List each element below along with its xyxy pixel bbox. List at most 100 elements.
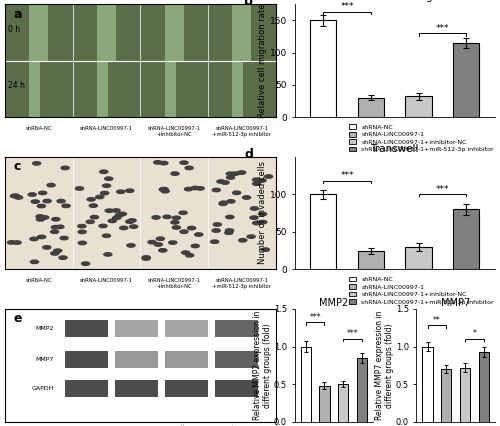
Text: ***: ***: [436, 24, 449, 33]
Text: e: e: [13, 312, 22, 325]
Circle shape: [38, 191, 47, 195]
Bar: [453, 209, 479, 269]
Text: shRNA-NC: shRNA-NC: [82, 424, 86, 426]
Title: MMP2: MMP2: [319, 298, 348, 308]
Circle shape: [226, 229, 234, 232]
Bar: [30, 60, 40, 117]
Circle shape: [87, 198, 95, 201]
Bar: [164, 320, 208, 337]
Circle shape: [112, 216, 120, 219]
Circle shape: [8, 241, 16, 244]
Bar: [97, 60, 108, 117]
Bar: [64, 351, 108, 368]
Circle shape: [184, 187, 192, 191]
Bar: [64, 380, 108, 397]
Circle shape: [142, 257, 150, 260]
Circle shape: [116, 190, 125, 193]
Bar: [164, 380, 208, 397]
Circle shape: [168, 241, 177, 244]
Circle shape: [54, 249, 62, 252]
Text: shRNA-LINC00997-1
+inhibitor-NC: shRNA-LINC00997-1 +inhibitor-NC: [148, 126, 201, 137]
Circle shape: [212, 229, 220, 232]
Circle shape: [154, 243, 162, 246]
Circle shape: [210, 240, 218, 243]
Circle shape: [220, 201, 228, 204]
Circle shape: [105, 209, 114, 213]
Circle shape: [12, 194, 20, 197]
Circle shape: [47, 184, 55, 187]
Y-axis label: Relative MMP2 expression in
different groups (fold): Relative MMP2 expression in different gr…: [253, 311, 272, 420]
Text: a: a: [13, 8, 22, 20]
Bar: [300, 346, 311, 422]
Text: shRNA-LINC00997-1 +miR-512-3p inhibitor: shRNA-LINC00997-1 +miR-512-3p inhibitor: [232, 424, 236, 426]
Circle shape: [127, 244, 135, 247]
Bar: [453, 43, 479, 117]
Circle shape: [130, 225, 138, 228]
Bar: [64, 320, 108, 337]
Circle shape: [250, 207, 258, 210]
Circle shape: [242, 196, 250, 199]
Circle shape: [90, 216, 98, 219]
Text: ***: ***: [436, 184, 449, 194]
Circle shape: [258, 212, 266, 216]
Circle shape: [231, 172, 239, 176]
Circle shape: [252, 178, 260, 181]
Circle shape: [61, 166, 69, 170]
Circle shape: [118, 212, 126, 216]
Bar: [232, 4, 252, 60]
Circle shape: [120, 226, 128, 230]
Circle shape: [142, 256, 150, 259]
Circle shape: [50, 230, 58, 233]
Text: MMP7: MMP7: [36, 357, 54, 362]
Circle shape: [172, 216, 180, 219]
Circle shape: [31, 200, 40, 203]
Circle shape: [10, 194, 18, 198]
Circle shape: [14, 196, 22, 199]
Circle shape: [171, 172, 179, 176]
Circle shape: [59, 256, 67, 259]
Circle shape: [76, 187, 84, 190]
Text: ***: ***: [310, 313, 321, 322]
Circle shape: [50, 252, 59, 255]
Circle shape: [180, 161, 188, 164]
Text: *: *: [472, 329, 476, 338]
Bar: [114, 380, 158, 397]
Text: shRNA-LINC00997-1: shRNA-LINC00997-1: [132, 424, 136, 426]
Title: MMP7: MMP7: [441, 298, 470, 308]
Text: shRNA-NC: shRNA-NC: [26, 279, 52, 283]
Y-axis label: Relative cell migration rate: Relative cell migration rate: [258, 3, 267, 118]
Circle shape: [194, 233, 203, 236]
Title: Transwell: Transwell: [370, 144, 419, 154]
Y-axis label: Relative MMP7 expression in
different groups (fold): Relative MMP7 expression in different gr…: [375, 311, 394, 420]
Legend: shRNA-NC, shRNA-LINC00997-1, shRNA-LINC00997-1+inhibitor-NC, shRNA-LINC00997-1+m: shRNA-NC, shRNA-LINC00997-1, shRNA-LINC0…: [347, 122, 496, 154]
Circle shape: [43, 199, 51, 203]
Circle shape: [60, 236, 68, 240]
Text: ***: ***: [340, 171, 354, 180]
Y-axis label: Number of invaded cells: Number of invaded cells: [258, 161, 267, 265]
Bar: [114, 351, 158, 368]
Circle shape: [86, 220, 94, 224]
Circle shape: [30, 260, 38, 264]
Circle shape: [247, 235, 255, 238]
Bar: [422, 346, 433, 422]
Circle shape: [238, 239, 247, 242]
Bar: [310, 194, 336, 269]
Circle shape: [191, 186, 200, 190]
Circle shape: [158, 249, 167, 252]
Circle shape: [264, 175, 272, 178]
Circle shape: [160, 187, 168, 191]
Circle shape: [219, 202, 227, 205]
Circle shape: [182, 251, 190, 254]
Bar: [30, 4, 48, 60]
Circle shape: [191, 244, 200, 248]
Circle shape: [108, 219, 116, 222]
Bar: [215, 380, 258, 397]
Circle shape: [226, 172, 234, 176]
Circle shape: [217, 180, 225, 183]
Circle shape: [161, 190, 170, 193]
Circle shape: [227, 200, 235, 203]
Bar: [406, 247, 431, 269]
Circle shape: [104, 177, 112, 180]
Circle shape: [226, 216, 234, 219]
Circle shape: [154, 161, 162, 164]
